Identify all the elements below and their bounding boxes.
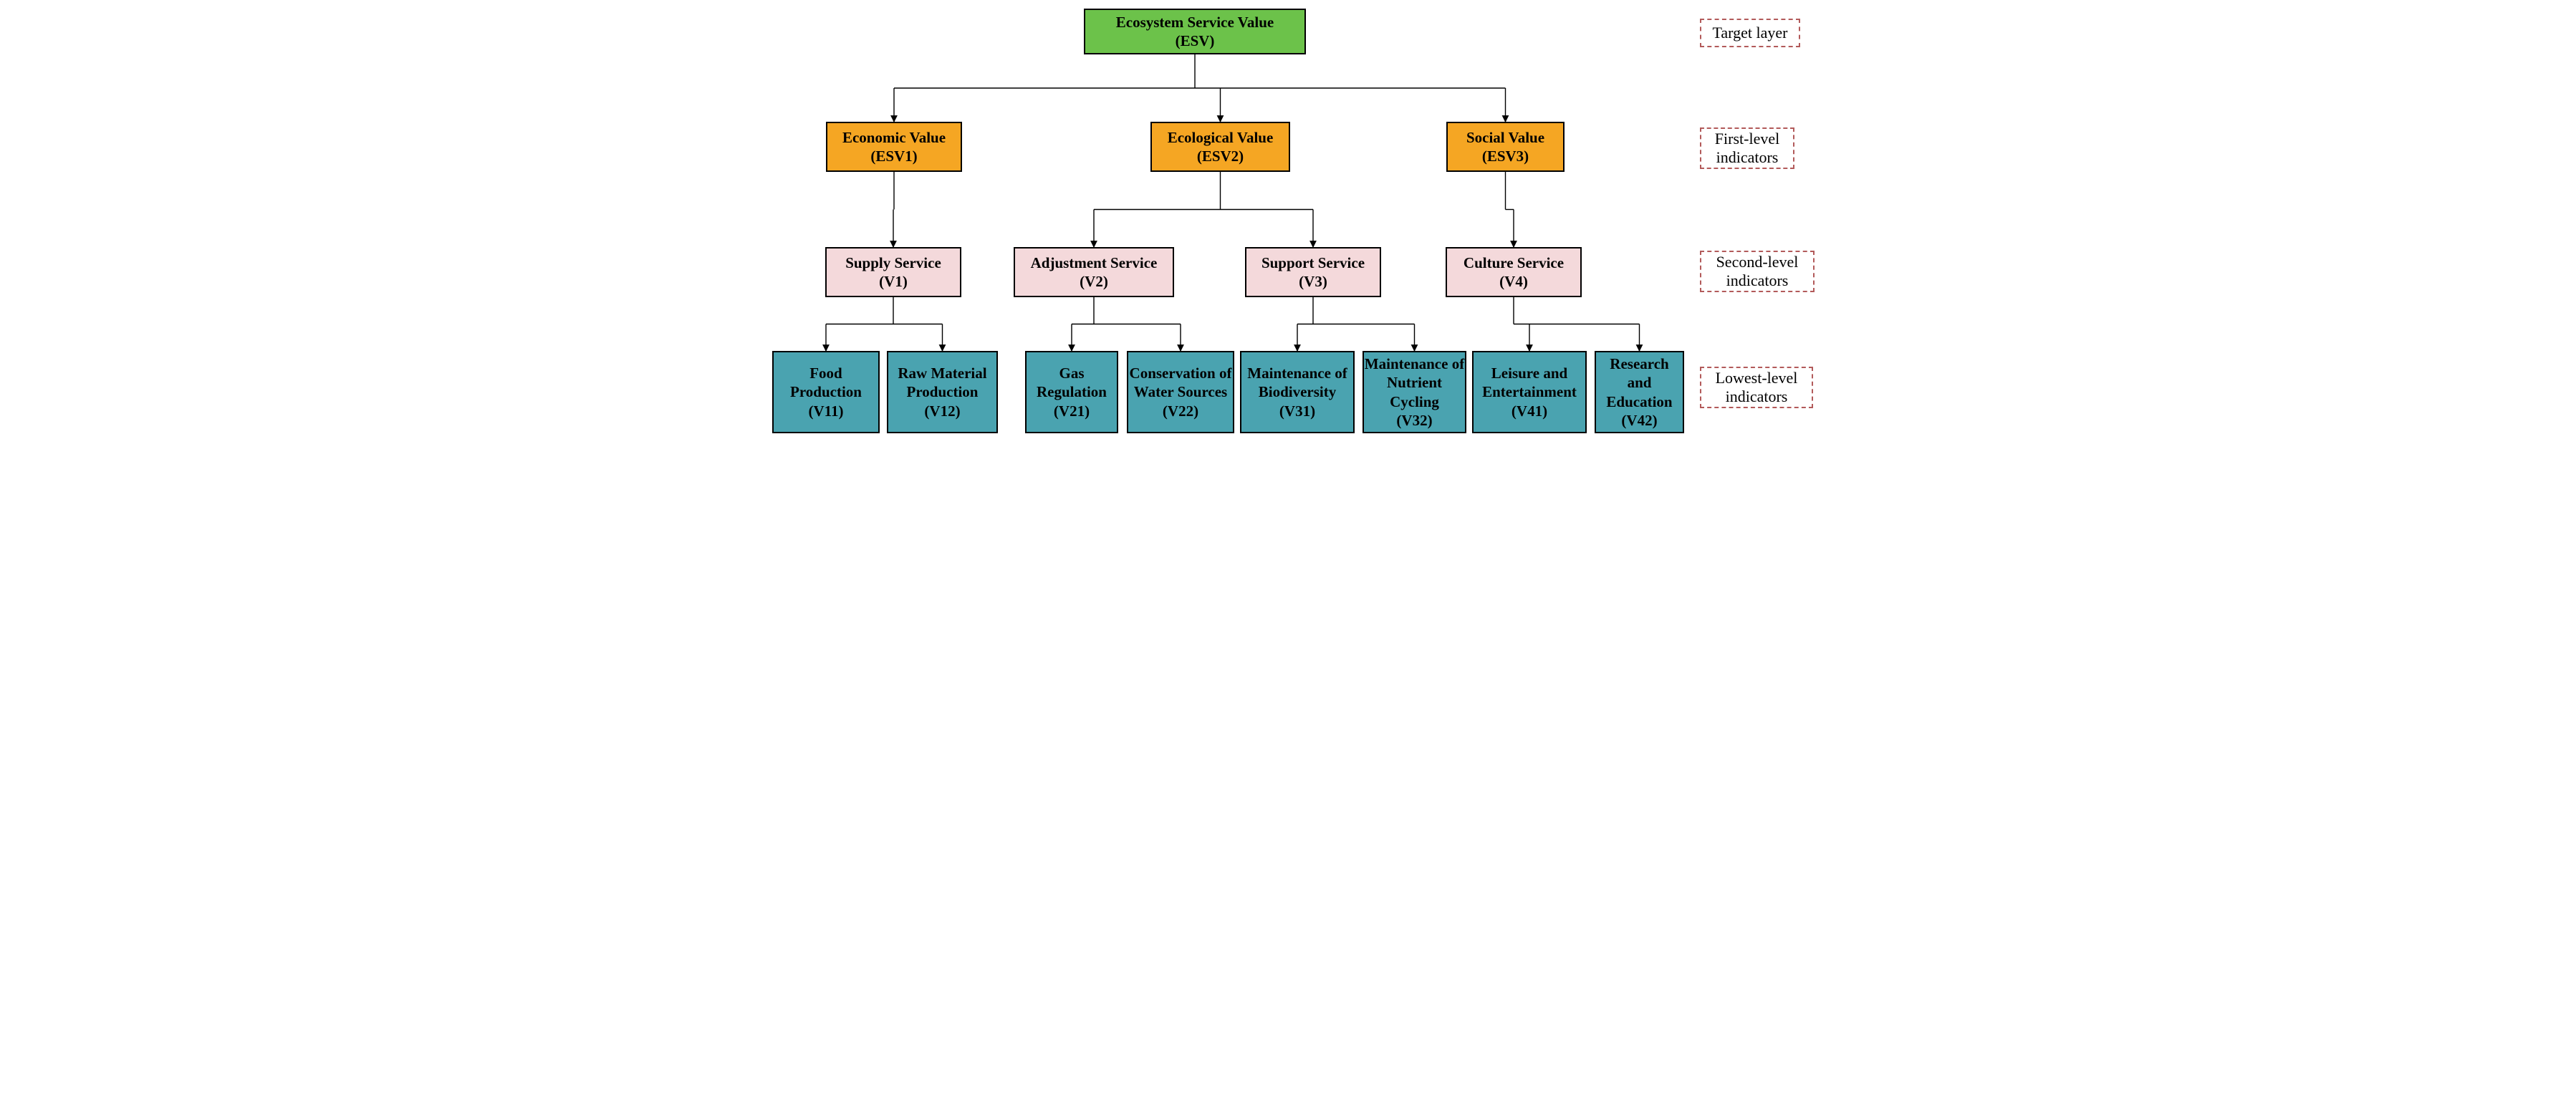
node-v12: Raw Material Production (V12) — [887, 351, 998, 433]
node-esv3: Social Value (ESV3) — [1446, 122, 1565, 172]
node-label: Economic Value — [842, 128, 946, 147]
node-code: (V11) — [809, 402, 844, 420]
node-v31: Maintenance of Biodiversity (V31) — [1240, 351, 1355, 433]
legend-label: First-level indicators — [1707, 130, 1787, 167]
node-label: Ecosystem Service Value — [1116, 13, 1274, 32]
node-code: (V42) — [1621, 411, 1657, 430]
legend-lowest: Lowest-level indicators — [1700, 367, 1813, 408]
node-code: (V41) — [1512, 402, 1547, 420]
node-code: (ESV) — [1176, 32, 1215, 50]
node-code: (ESV2) — [1197, 147, 1244, 165]
node-v11: Food Production (V11) — [772, 351, 880, 433]
node-v21: Gas Regulation (V21) — [1025, 351, 1118, 433]
node-v3: Support Service (V3) — [1245, 247, 1381, 297]
node-code: (V12) — [924, 402, 960, 420]
node-v1: Supply Service (V1) — [825, 247, 961, 297]
node-label: Food Production — [774, 364, 878, 402]
node-code: (V32) — [1396, 411, 1432, 430]
node-label: Ecological Value — [1168, 128, 1274, 147]
legend-label: Target layer — [1713, 24, 1788, 42]
node-label: Conservation of Water Sources — [1128, 364, 1233, 402]
diagram-stage: Ecosystem Service Value (ESV) Economic V… — [758, 0, 1818, 460]
node-code: (V1) — [879, 272, 908, 291]
node-label: Social Value — [1466, 128, 1544, 147]
node-label: Support Service — [1261, 254, 1365, 272]
node-label: Maintenance of Biodiversity — [1241, 364, 1353, 402]
node-code: (ESV1) — [870, 147, 917, 165]
node-code: (V22) — [1163, 402, 1198, 420]
node-label: Culture Service — [1464, 254, 1564, 272]
node-v42: Research and Education (V42) — [1595, 351, 1684, 433]
node-code: (ESV3) — [1482, 147, 1529, 165]
node-label: Leisure and Entertainment — [1474, 364, 1585, 402]
legend-target: Target layer — [1700, 19, 1800, 47]
node-v32: Maintenance of Nutrient Cycling (V32) — [1363, 351, 1466, 433]
node-label: Adjustment Service — [1031, 254, 1158, 272]
node-v41: Leisure and Entertainment (V41) — [1472, 351, 1587, 433]
node-code: (V2) — [1080, 272, 1108, 291]
node-v2: Adjustment Service (V2) — [1014, 247, 1174, 297]
node-v4: Culture Service (V4) — [1446, 247, 1582, 297]
node-code: (V21) — [1054, 402, 1090, 420]
node-label: Gas Regulation — [1027, 364, 1117, 402]
node-root: Ecosystem Service Value (ESV) — [1084, 9, 1306, 54]
node-label: Raw Material Production — [888, 364, 996, 402]
node-code: (V31) — [1279, 402, 1315, 420]
node-esv2: Ecological Value (ESV2) — [1150, 122, 1290, 172]
node-label: Maintenance of Nutrient Cycling — [1364, 354, 1465, 411]
node-label: Supply Service — [845, 254, 941, 272]
node-code: (V3) — [1299, 272, 1327, 291]
legend-first: First-level indicators — [1700, 127, 1794, 169]
legend-label: Lowest-level indicators — [1707, 369, 1806, 406]
node-label: Research and Education — [1596, 354, 1683, 411]
node-code: (V4) — [1499, 272, 1528, 291]
node-esv1: Economic Value (ESV1) — [826, 122, 962, 172]
legend-label: Second-level indicators — [1707, 253, 1807, 290]
node-v22: Conservation of Water Sources (V22) — [1127, 351, 1234, 433]
legend-second: Second-level indicators — [1700, 251, 1815, 292]
